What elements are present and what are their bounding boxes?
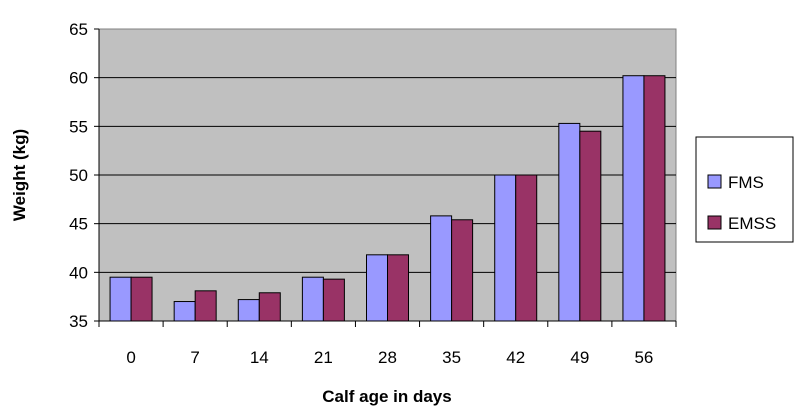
bar-fms-42 xyxy=(494,174,517,322)
bar-emss-14 xyxy=(258,292,281,322)
y-tick-label: 40 xyxy=(69,263,88,282)
x-tick-label: 28 xyxy=(378,348,397,367)
bar-emss-28 xyxy=(387,254,409,322)
legend-label-fms: FMS xyxy=(728,173,764,192)
x-ticks: 0 7 14 21 28 35 42 49 56 xyxy=(98,321,677,367)
legend-swatch-emss xyxy=(707,215,722,230)
bar-emss-21 xyxy=(322,278,345,322)
bar-fms-21 xyxy=(301,276,324,322)
bar-emss-7 xyxy=(194,290,217,322)
bar-fms-56 xyxy=(622,75,645,322)
bar-emss-42 xyxy=(515,174,538,322)
y-tick-label: 50 xyxy=(69,166,88,185)
legend: FMS EMSS xyxy=(695,136,794,243)
bar-fms-0 xyxy=(109,276,132,322)
y-ticks: 35 40 45 50 55 60 65 xyxy=(69,20,99,331)
y-tick-label: 45 xyxy=(69,215,88,234)
bar-fms-49 xyxy=(558,122,581,322)
x-tick-label: 42 xyxy=(506,348,525,367)
x-axis-title: Calf age in days xyxy=(322,387,451,406)
x-tick-label: 56 xyxy=(634,348,653,367)
x-tick-label: 14 xyxy=(250,348,269,367)
legend-label-emss: EMSS xyxy=(728,214,776,233)
x-tick-label: 35 xyxy=(442,348,461,367)
bar-fms-35 xyxy=(430,215,453,322)
bar-fms-14 xyxy=(237,299,260,322)
legend-swatch-fms xyxy=(707,174,722,189)
y-tick-label: 60 xyxy=(69,69,88,88)
x-tick-label: 0 xyxy=(126,348,135,367)
y-tick-label: 65 xyxy=(69,20,88,39)
y-tick-label: 35 xyxy=(69,312,88,331)
bar-fms-28 xyxy=(366,254,388,322)
x-tick-label: 49 xyxy=(570,348,589,367)
bar-fms-7 xyxy=(173,301,196,322)
y-tick-label: 55 xyxy=(69,117,88,136)
x-tick-label: 21 xyxy=(314,348,333,367)
bar-emss-56 xyxy=(643,75,666,322)
x-tick-label: 7 xyxy=(190,348,199,367)
bar-emss-0 xyxy=(130,276,153,322)
bar-emss-35 xyxy=(451,219,474,322)
y-axis-title: Weight (kg) xyxy=(10,129,29,221)
bar-emss-49 xyxy=(579,130,602,322)
